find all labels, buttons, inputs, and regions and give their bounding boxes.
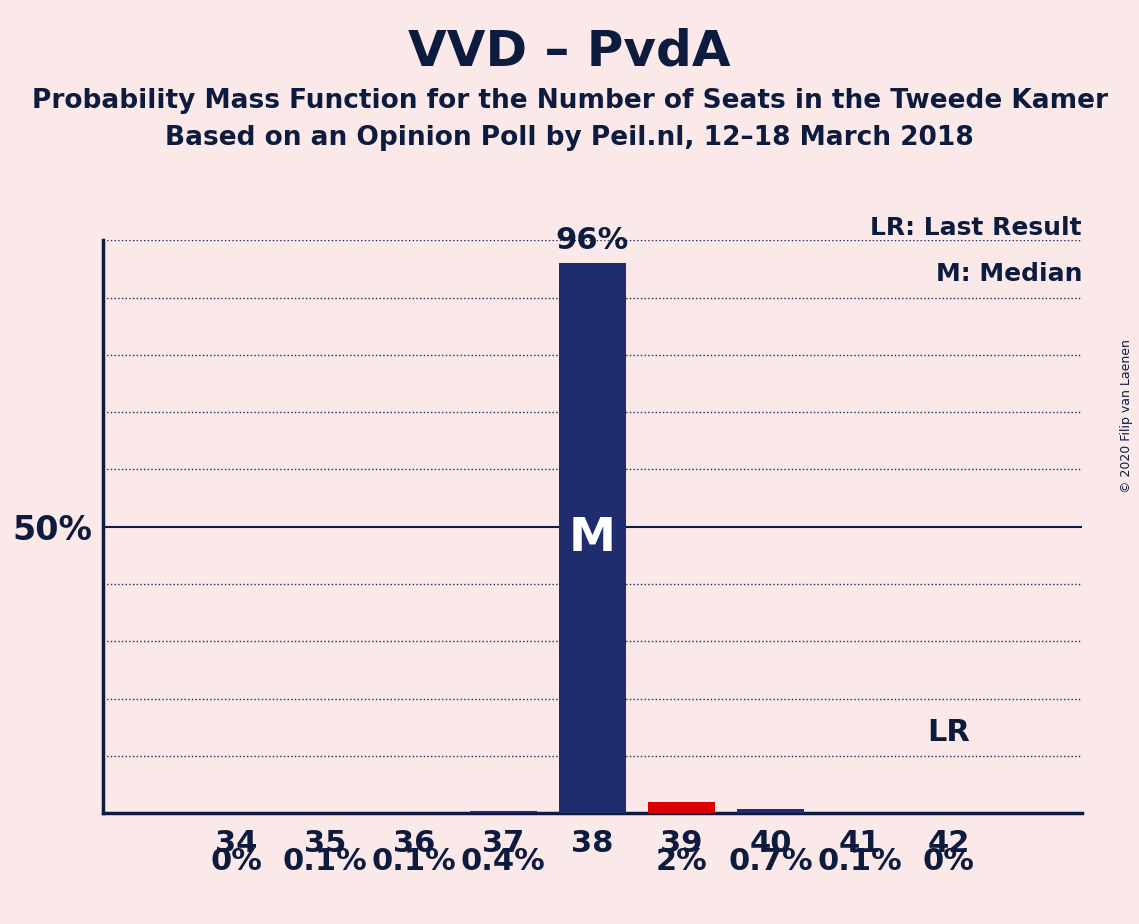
Text: 0.1%: 0.1% [371, 847, 457, 877]
Text: Probability Mass Function for the Number of Seats in the Tweede Kamer: Probability Mass Function for the Number… [32, 88, 1107, 114]
Text: VVD – PvdA: VVD – PvdA [408, 28, 731, 76]
Text: M: M [568, 516, 616, 561]
Text: 2%: 2% [655, 847, 707, 877]
Text: Based on an Opinion Poll by Peil.nl, 12–18 March 2018: Based on an Opinion Poll by Peil.nl, 12–… [165, 125, 974, 151]
Bar [737, 809, 804, 813]
Text: LR: LR [927, 718, 970, 748]
Text: 0.1%: 0.1% [817, 847, 902, 877]
Bar [469, 811, 536, 813]
Text: 0.4%: 0.4% [461, 847, 546, 877]
Text: 0%: 0% [211, 847, 262, 877]
Text: 0%: 0% [923, 847, 974, 877]
Bar [648, 802, 714, 813]
Text: LR: Last Result: LR: Last Result [870, 216, 1082, 240]
Text: 96%: 96% [556, 225, 629, 254]
Text: © 2020 Filip van Laenen: © 2020 Filip van Laenen [1121, 339, 1133, 492]
Text: 0.1%: 0.1% [282, 847, 368, 877]
Text: 0.7%: 0.7% [728, 847, 813, 877]
Text: M: Median: M: Median [935, 262, 1082, 286]
Bar [559, 263, 625, 813]
